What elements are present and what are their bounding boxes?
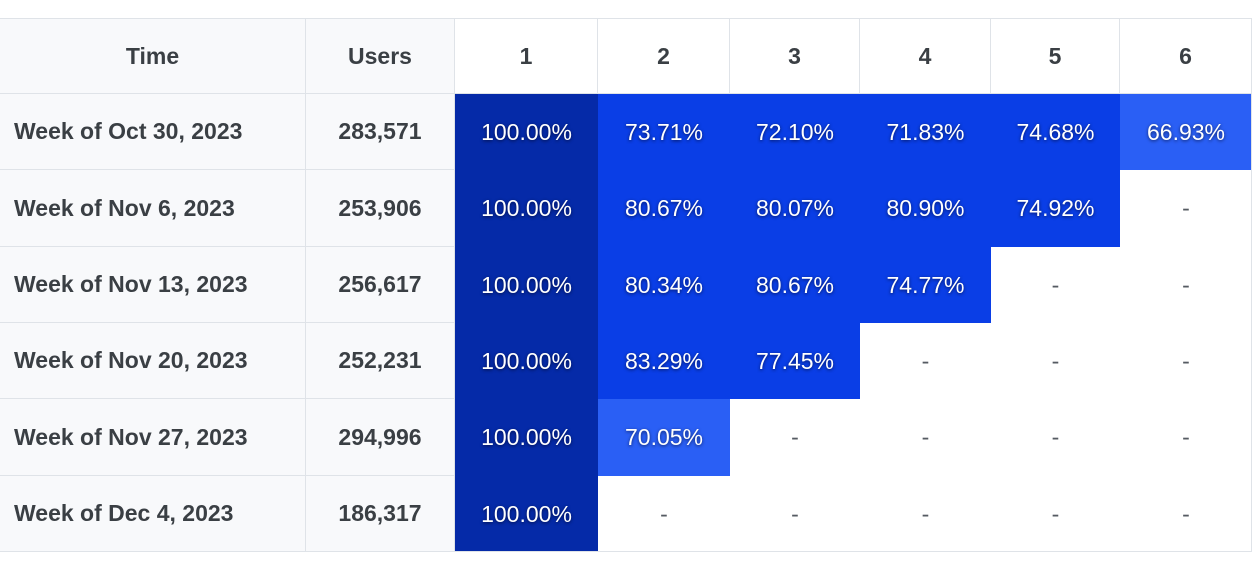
retention-cell: 77.45% bbox=[730, 323, 860, 399]
row-users-count: 252,231 bbox=[306, 323, 455, 399]
retention-cell: 80.07% bbox=[730, 170, 860, 247]
row-users-count: 253,906 bbox=[306, 170, 455, 247]
row-users-count: 294,996 bbox=[306, 399, 455, 476]
empty-retention-cell: - bbox=[1120, 247, 1252, 323]
column-header-time: Time bbox=[0, 18, 306, 94]
retention-cell: 80.90% bbox=[860, 170, 991, 247]
column-header-users: Users bbox=[306, 18, 455, 94]
retention-cell: 100.00% bbox=[455, 476, 598, 552]
retention-cell: 80.34% bbox=[598, 247, 730, 323]
row-label-time: Week of Nov 6, 2023 bbox=[0, 170, 306, 247]
retention-cell: 83.29% bbox=[598, 323, 730, 399]
empty-retention-cell: - bbox=[598, 476, 730, 552]
row-label-time: Week of Nov 20, 2023 bbox=[0, 323, 306, 399]
retention-cell: 74.92% bbox=[991, 170, 1120, 247]
row-label-time: Week of Oct 30, 2023 bbox=[0, 94, 306, 170]
retention-cell: 100.00% bbox=[455, 170, 598, 247]
column-header-period-1: 1 bbox=[455, 18, 598, 94]
column-header-period-3: 3 bbox=[730, 18, 860, 94]
column-header-period-5: 5 bbox=[991, 18, 1120, 94]
empty-retention-cell: - bbox=[1120, 170, 1252, 247]
column-header-period-2: 2 bbox=[598, 18, 730, 94]
retention-cell: 80.67% bbox=[730, 247, 860, 323]
retention-cell: 73.71% bbox=[598, 94, 730, 170]
retention-cell: 66.93% bbox=[1120, 94, 1252, 170]
retention-cell: 80.67% bbox=[598, 170, 730, 247]
empty-retention-cell: - bbox=[730, 476, 860, 552]
empty-retention-cell: - bbox=[991, 323, 1120, 399]
retention-cell: 70.05% bbox=[598, 399, 730, 476]
row-label-time: Week of Dec 4, 2023 bbox=[0, 476, 306, 552]
retention-cell: 100.00% bbox=[455, 323, 598, 399]
empty-retention-cell: - bbox=[1120, 399, 1252, 476]
empty-retention-cell: - bbox=[730, 399, 860, 476]
row-label-time: Week of Nov 27, 2023 bbox=[0, 399, 306, 476]
retention-cell: 74.68% bbox=[991, 94, 1120, 170]
retention-cell: 100.00% bbox=[455, 94, 598, 170]
empty-retention-cell: - bbox=[991, 399, 1120, 476]
retention-cell: 100.00% bbox=[455, 399, 598, 476]
retention-cell: 71.83% bbox=[860, 94, 991, 170]
empty-retention-cell: - bbox=[991, 247, 1120, 323]
row-users-count: 186,317 bbox=[306, 476, 455, 552]
empty-retention-cell: - bbox=[991, 476, 1120, 552]
empty-retention-cell: - bbox=[860, 476, 991, 552]
retention-cell: 72.10% bbox=[730, 94, 860, 170]
row-users-count: 283,571 bbox=[306, 94, 455, 170]
empty-retention-cell: - bbox=[1120, 476, 1252, 552]
empty-retention-cell: - bbox=[1120, 323, 1252, 399]
empty-retention-cell: - bbox=[860, 323, 991, 399]
retention-cell: 100.00% bbox=[455, 247, 598, 323]
empty-retention-cell: - bbox=[860, 399, 991, 476]
column-header-period-6: 6 bbox=[1120, 18, 1252, 94]
row-users-count: 256,617 bbox=[306, 247, 455, 323]
column-header-period-4: 4 bbox=[860, 18, 991, 94]
row-label-time: Week of Nov 13, 2023 bbox=[0, 247, 306, 323]
retention-cell: 74.77% bbox=[860, 247, 991, 323]
retention-table: Time Users 1 2 3 4 5 6 Week of Oct 30, 2023 283,5… bbox=[0, 18, 1252, 552]
